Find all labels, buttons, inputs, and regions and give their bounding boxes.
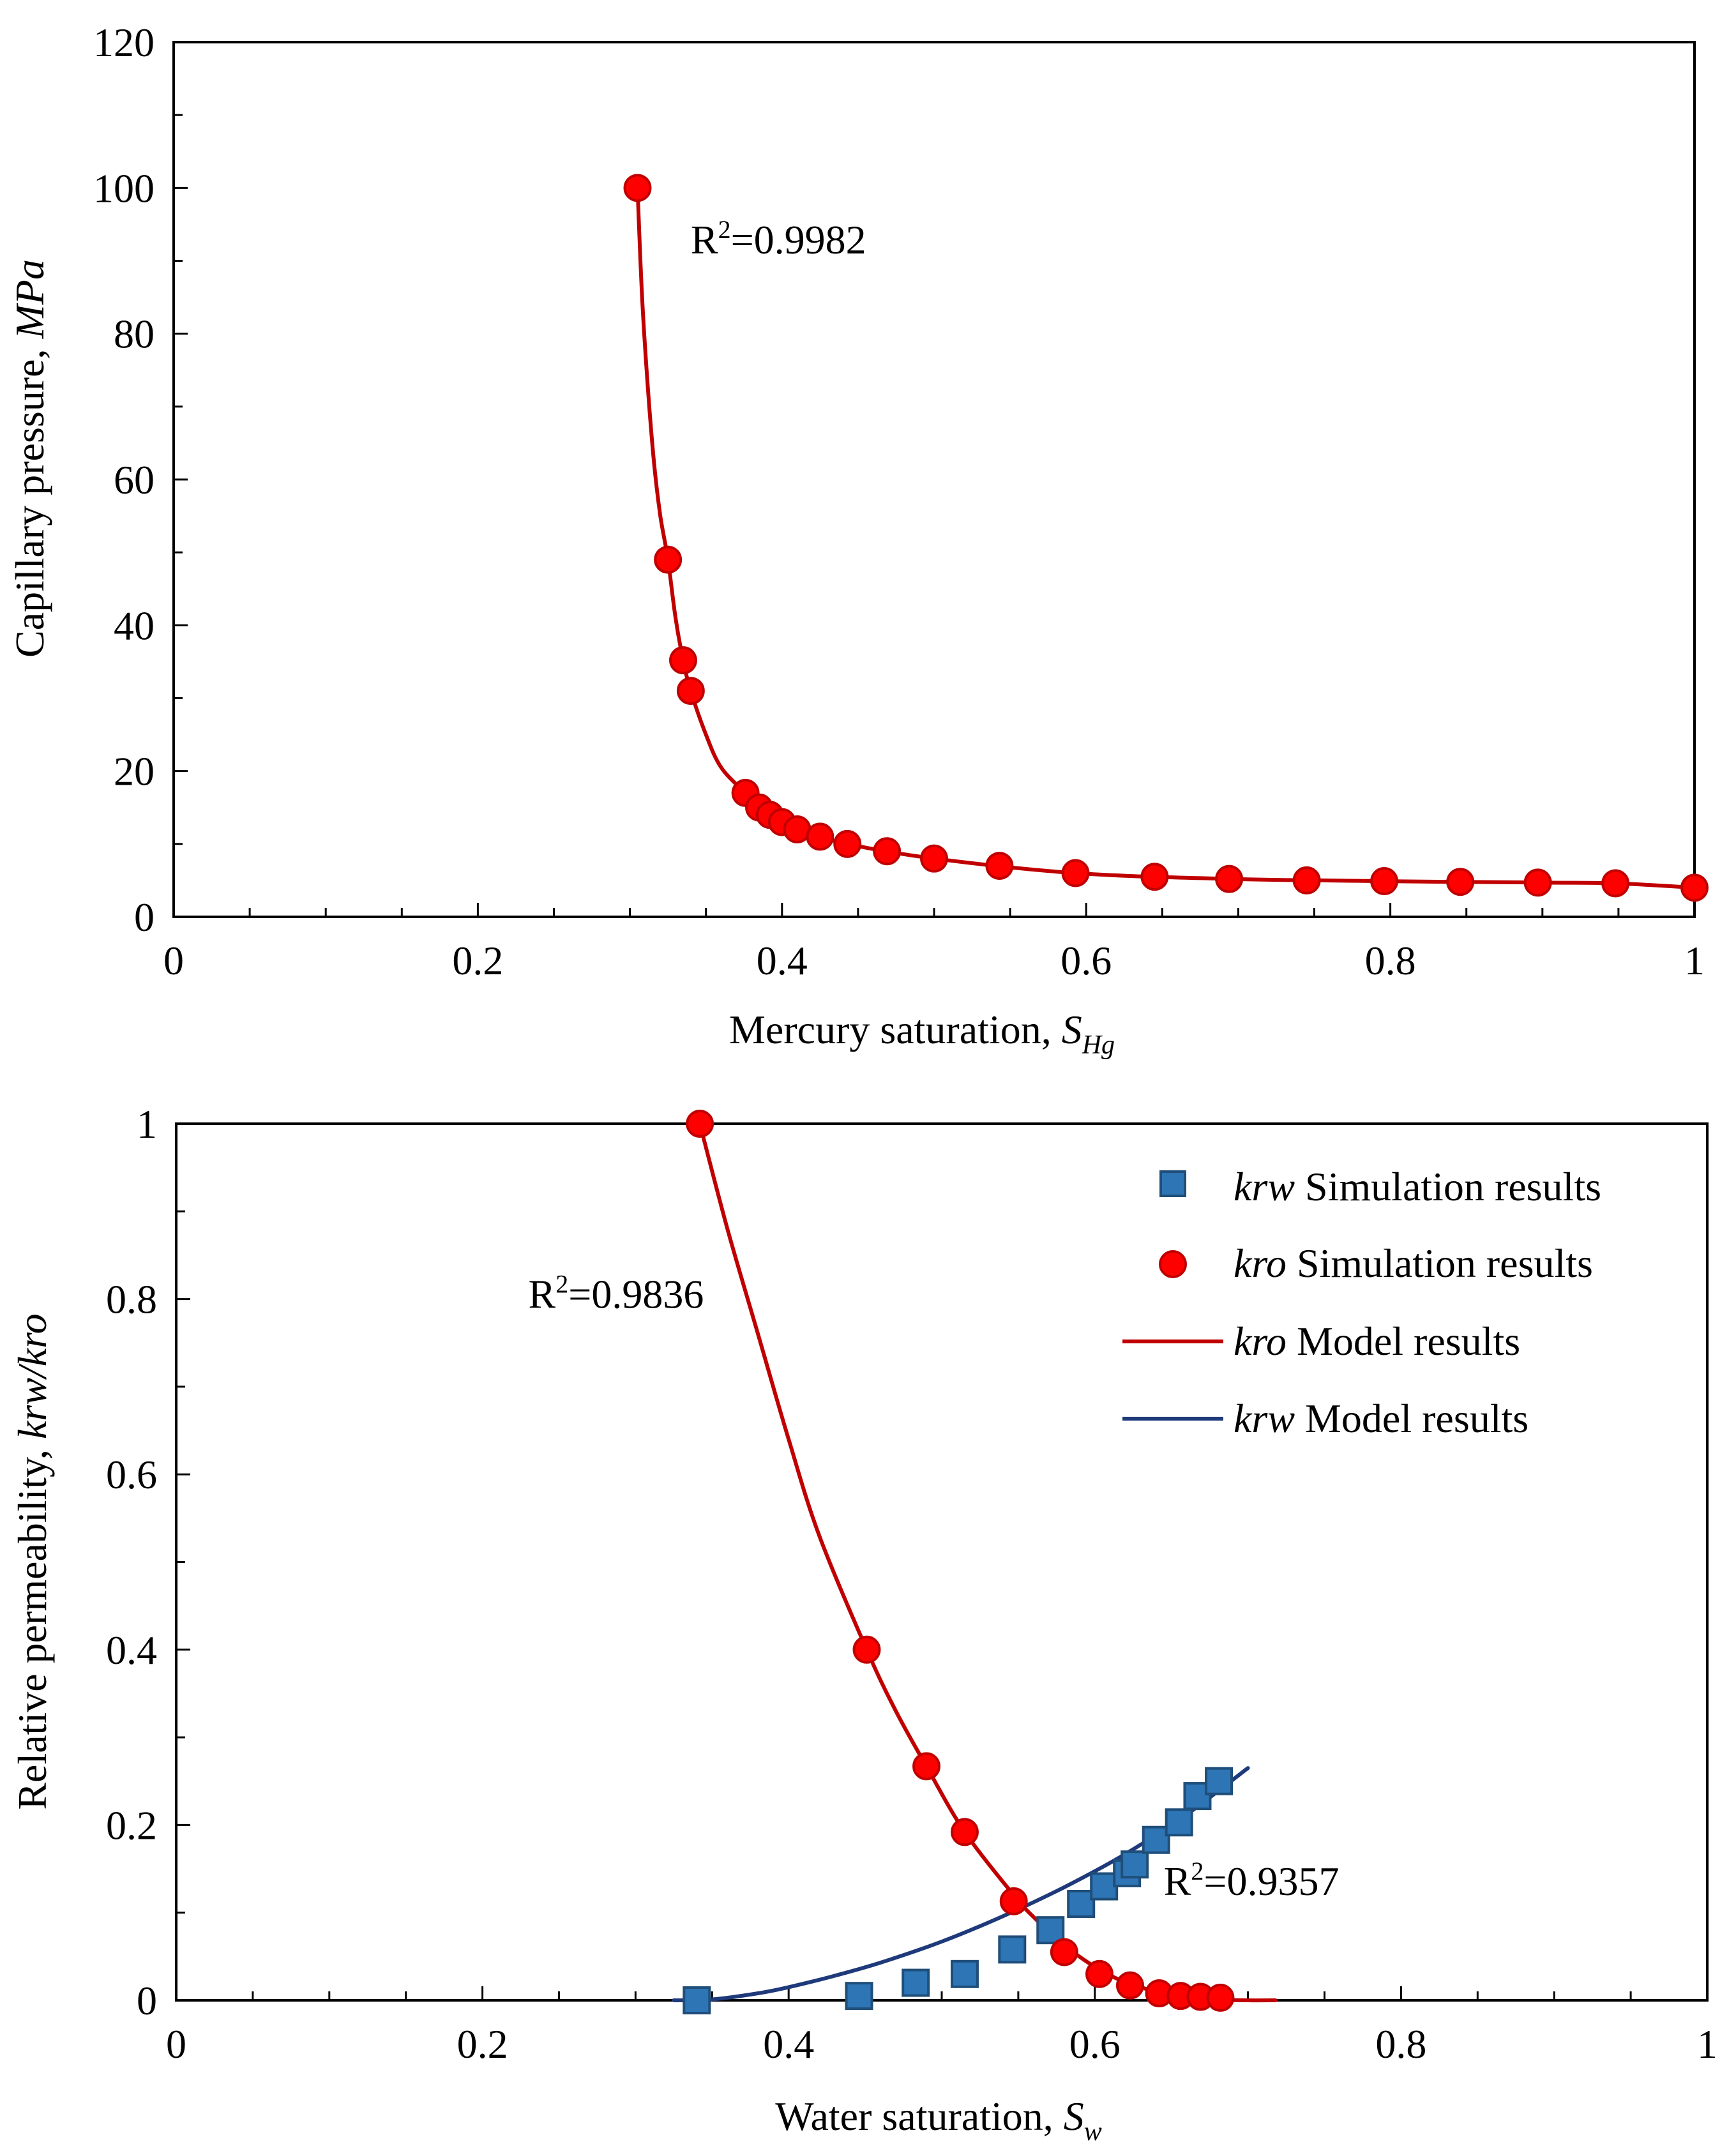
y-tick-label: 20: [114, 749, 155, 794]
data-point-circle: [1292, 866, 1321, 894]
data-point-square: [1090, 1872, 1119, 1901]
data-point-circle: [654, 545, 683, 574]
x-axis-title: Mercury saturation, SHg: [729, 1007, 1115, 1060]
data-point-circle: [1115, 1971, 1144, 2000]
x-tick-label: 0.4: [763, 2021, 814, 2067]
y-tick-label: 0.4: [106, 1627, 157, 1673]
data-point-square: [1067, 1889, 1096, 1918]
legend-item-krw-simulation: krw Simulation results: [1159, 1164, 1601, 1209]
legend-label: krw Model results: [1234, 1396, 1528, 1441]
data-point-square: [950, 1959, 979, 1988]
x-tick-label: 0: [166, 2021, 186, 2067]
legend: krw Simulation results kro Simulation re…: [1122, 1164, 1601, 1441]
x-tick-label: 0.6: [1069, 2021, 1121, 2067]
y-tick-label: 60: [114, 457, 155, 502]
y-tick-label: 40: [114, 603, 155, 648]
series-points-krw: [683, 1767, 1234, 2014]
x-tick-label: 0: [163, 938, 184, 983]
data-point-square: [1142, 1825, 1170, 1854]
legend-label: krw Simulation results: [1234, 1164, 1601, 1209]
y-tick-label: 0: [134, 894, 155, 940]
y-axis-tick-labels: 0 0.2 0.4 0.6 0.8 1: [106, 1101, 157, 2023]
legend-item-kro-simulation: kro Simulation results: [1159, 1241, 1593, 1286]
plot-area: [175, 1110, 1709, 2014]
data-point-circle: [912, 1752, 941, 1781]
r-squared-annotation-krw: R2=0.9357: [1164, 1857, 1340, 1904]
x-tick-label: 1: [1697, 2021, 1717, 2067]
data-point-circle: [1206, 1983, 1235, 2012]
data-point-circle: [686, 1110, 714, 1138]
data-point-circle: [873, 837, 902, 866]
data-point-square: [1205, 1767, 1234, 1795]
y-tick-label: 0: [137, 1978, 157, 2023]
plot-area: [172, 41, 1709, 918]
data-point-circle: [985, 852, 1014, 880]
x-tick-label: 0.2: [452, 938, 503, 983]
data-point-circle: [806, 822, 834, 851]
data-point-square: [998, 1935, 1027, 1964]
x-tick-label: 0.4: [757, 938, 808, 983]
data-point-circle: [1050, 1938, 1078, 1966]
y-axis-tick-labels: 0 20 40 60 80 100 120: [93, 20, 155, 940]
x-axis-tick-labels: 0 0.2 0.4 0.6 0.8 1: [166, 2021, 1717, 2067]
data-point-square: [683, 1986, 711, 2014]
series-points-kro: [686, 1110, 1235, 2012]
y-tick-label: 1: [137, 1101, 157, 1147]
x-tick-label: 0.8: [1375, 2021, 1426, 2067]
data-point-circle: [1680, 873, 1709, 902]
data-point-circle: [1215, 864, 1244, 893]
data-point-square: [902, 1968, 930, 1997]
series-points-data: [623, 174, 1709, 902]
data-point-circle: [1601, 869, 1630, 898]
x-tick-label: 0.6: [1060, 938, 1112, 983]
data-point-circle: [668, 646, 697, 675]
y-axis-title: Relative permeability, krw/kro: [10, 1313, 55, 1809]
x-tick-label: 0.8: [1365, 938, 1416, 983]
data-point-circle: [1085, 1959, 1113, 1988]
r-squared-annotation: R2=0.9982: [691, 215, 866, 262]
data-point-circle: [852, 1635, 881, 1664]
x-axis-tick-labels: 0 0.2 0.4 0.6 0.8 1: [163, 938, 1705, 983]
legend-item-kro-model: kro Model results: [1122, 1318, 1520, 1364]
relative-permeability-chart: 0 0.2 0.4 0.6 0.8 1 0 0.2 0.4 0.6 0.8 1 Water satu…: [10, 1101, 1717, 2147]
data-point-square: [845, 1982, 873, 2011]
y-axis-title: Capillary pressure, MPa: [7, 259, 52, 658]
x-tick-label: 1: [1684, 938, 1705, 983]
x-tick-label: 0.2: [457, 2021, 508, 2067]
capillary-pressure-chart: 0 0.2 0.4 0.6 0.8 1 0 20 40 60 80 100 120 Mercury s…: [7, 20, 1709, 1060]
y-tick-label: 0.6: [106, 1452, 157, 1497]
data-point-square: [1165, 1808, 1193, 1837]
legend-square-marker: [1159, 1170, 1186, 1197]
y-tick-label: 0.8: [106, 1277, 157, 1322]
data-point-circle: [833, 829, 862, 858]
y-tick-label: 80: [114, 312, 155, 357]
legend-label: kro Simulation results: [1234, 1241, 1593, 1286]
data-point-circle: [1370, 867, 1399, 896]
y-tick-label: 0.2: [106, 1802, 157, 1848]
data-point-circle: [950, 1818, 979, 1846]
y-tick-label: 100: [93, 165, 155, 211]
legend-item-krw-model: krw Model results: [1122, 1396, 1528, 1441]
data-point-circle: [1446, 868, 1475, 896]
data-point-square: [1036, 1916, 1065, 1945]
data-point-circle: [676, 677, 705, 706]
legend-label: kro Model results: [1234, 1318, 1520, 1364]
data-point-square: [1121, 1850, 1149, 1879]
data-point-circle: [1061, 859, 1090, 887]
data-point-circle: [999, 1887, 1028, 1915]
data-point-circle: [1523, 868, 1552, 897]
x-axis-title: Water saturation, Sw: [775, 2094, 1102, 2147]
data-point-circle: [920, 844, 948, 873]
y-tick-label: 120: [93, 20, 155, 65]
r-squared-annotation-kro: R2=0.9836: [529, 1269, 704, 1317]
data-point-circle: [1140, 863, 1169, 891]
data-point-circle: [623, 174, 652, 202]
legend-circle-marker: [1159, 1250, 1187, 1278]
